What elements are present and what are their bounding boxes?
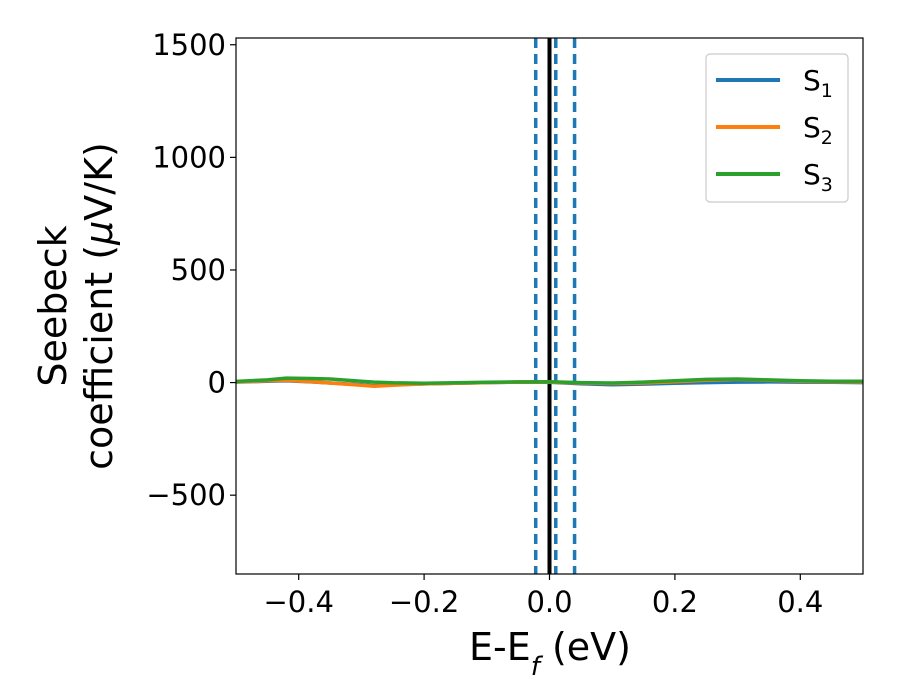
legend-label-s2: S2 (803, 111, 833, 149)
y-axis-title-line1: Seebeck (31, 225, 75, 386)
x-axis-title-unit: (eV) (540, 625, 631, 669)
x-axis-title: E-Ef (eV) (469, 625, 631, 682)
x-tick-label: 0.2 (652, 585, 698, 619)
x-axis-ticks: −0.4 −0.2 0.0 0.2 0.4 (263, 574, 823, 619)
x-tick-label: −0.2 (389, 585, 459, 619)
reference-lines (533, 38, 577, 574)
y-tick-label: 0 (208, 366, 226, 400)
series-line-s3 (236, 376, 863, 385)
series-lines (236, 376, 863, 388)
y-tick-label: 1000 (152, 140, 226, 174)
x-tick-label: 0.0 (526, 585, 572, 619)
y-axis-ticks: −500 0 500 1000 1500 (146, 28, 236, 512)
y-axis-title: Seebeck coefficient (μV/K) (31, 142, 121, 470)
y-tick-label: −500 (146, 478, 226, 512)
y-axis-title-suffix: V/K) (77, 142, 121, 221)
y-tick-label: 500 (171, 253, 226, 287)
legend-label-s1: S1 (803, 64, 833, 102)
x-axis-title-main: E-E (469, 625, 531, 669)
y-axis-title-line2: coefficient (μV/K) (77, 142, 121, 470)
y-axis-title-prefix: coefficient ( (77, 245, 121, 470)
x-tick-label: 0.4 (777, 585, 823, 619)
y-tick-label: 1500 (152, 28, 226, 62)
y-axis-title-mu: μ (77, 221, 121, 246)
x-tick-label: −0.4 (263, 585, 333, 619)
legend: S1 S2 S3 (705, 53, 849, 203)
legend-entries: S1 S2 S3 (716, 64, 833, 196)
legend-label-s3: S3 (803, 158, 833, 196)
